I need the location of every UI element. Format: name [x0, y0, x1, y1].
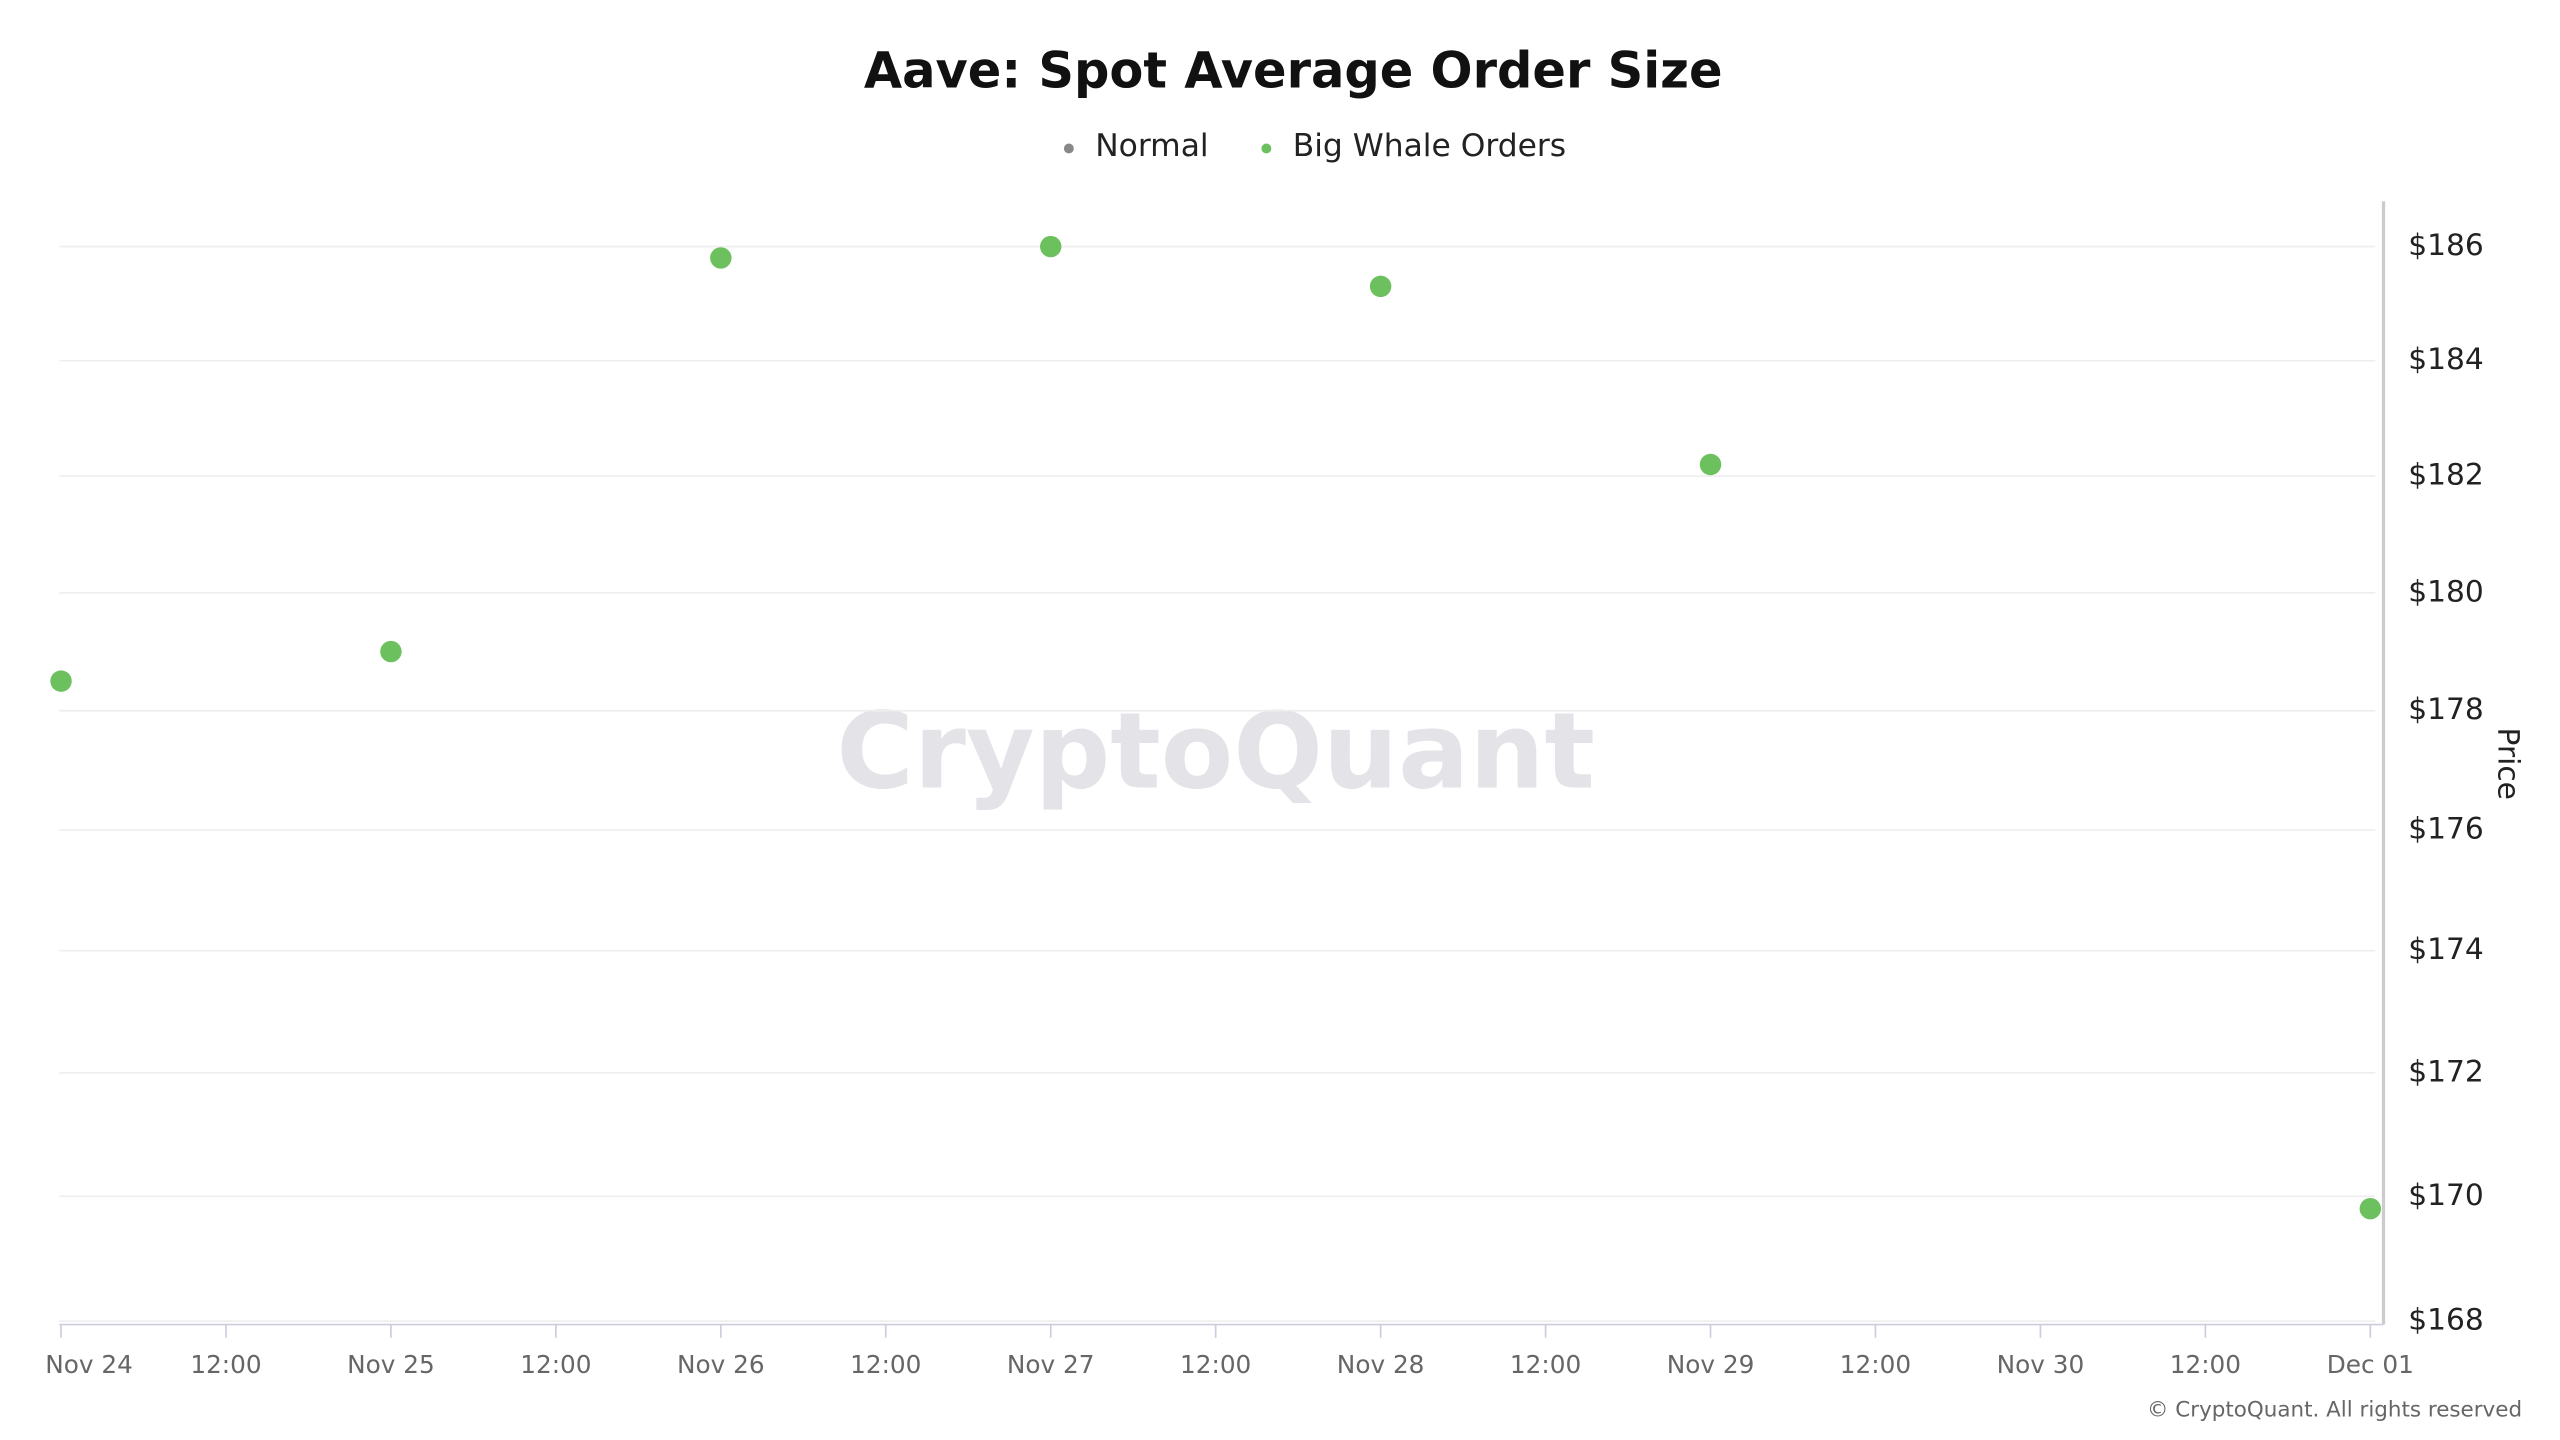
y-tick-label: $180 [2408, 574, 2484, 609]
x-tick-label: Dec 01 [2327, 1350, 2414, 1379]
legend-label: Normal [1095, 128, 1208, 164]
y-axis-label: Price [2491, 728, 2526, 800]
legend-marker [1063, 143, 1074, 154]
chart-title: Aave: Spot Average Order Size [864, 42, 1723, 100]
y-tick-label: $176 [2408, 812, 2484, 847]
credit: © CryptoQuant. All rights reserved [2147, 1397, 2522, 1422]
x-tick-label: Nov 28 [1337, 1350, 1425, 1379]
x-tick-label: 12:00 [1840, 1350, 1911, 1379]
y-tick-label: $168 [2408, 1303, 2484, 1338]
y-tick-label: $172 [2408, 1054, 2484, 1089]
point [1369, 275, 1392, 298]
y-tick-label: $170 [2408, 1178, 2484, 1213]
x-tick-label: Nov 24 [45, 1350, 133, 1379]
x-tick-label: 12:00 [190, 1350, 261, 1379]
y-tick-label: $182 [2408, 458, 2484, 493]
y-tick-label: $178 [2408, 692, 2484, 727]
point [1040, 235, 1062, 258]
x-tick-label: 12:00 [1180, 1350, 1251, 1379]
x-tick-label: 12:00 [520, 1350, 591, 1379]
legend-marker [1261, 143, 1272, 154]
point [1699, 453, 1722, 476]
x-tick-label: 12:00 [2170, 1350, 2241, 1379]
x-tick-label: Nov 29 [1667, 1350, 1755, 1379]
point [710, 247, 732, 269]
x-tick-label: 12:00 [1510, 1350, 1581, 1379]
point [50, 670, 72, 692]
point [2359, 1197, 2382, 1220]
x-tick-label: Nov 26 [677, 1350, 765, 1379]
watermark: CryptoQuant [836, 690, 1595, 813]
x-tick-label: Nov 30 [1997, 1350, 2085, 1379]
x-tick-label: 12:00 [850, 1350, 921, 1379]
x-tick-label: Nov 25 [347, 1350, 435, 1379]
y-tick-label: $186 [2408, 228, 2484, 263]
point [380, 640, 402, 663]
x-tick-label: Nov 27 [1007, 1350, 1095, 1379]
y-tick-label: $174 [2408, 932, 2484, 967]
y-tick-label: $184 [2408, 342, 2484, 377]
legend-label: Big Whale Orders [1293, 128, 1566, 164]
